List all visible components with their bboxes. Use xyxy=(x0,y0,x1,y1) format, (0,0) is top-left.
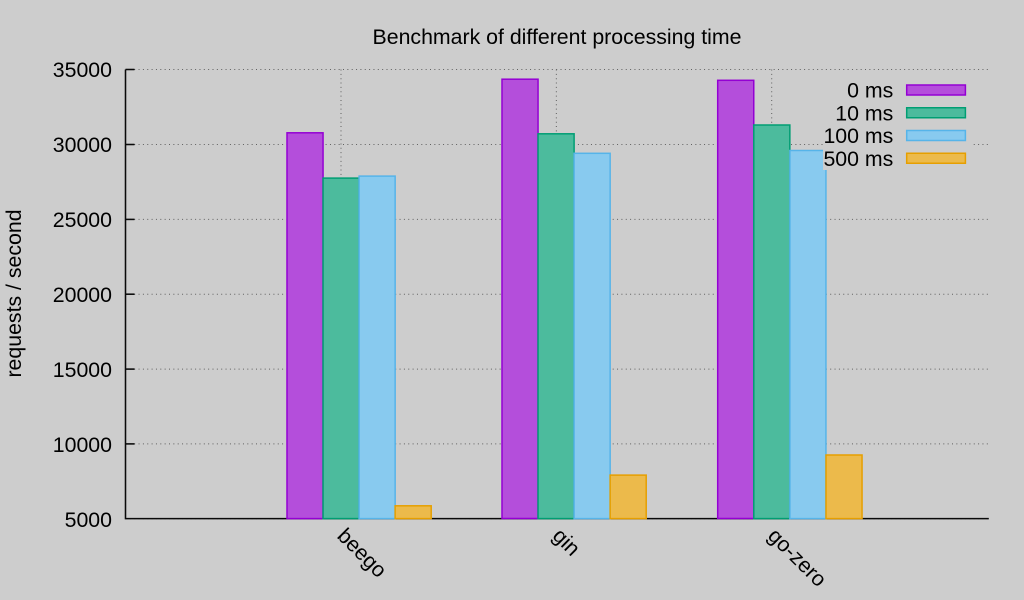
svg-text:25000: 25000 xyxy=(53,208,112,232)
svg-text:20000: 20000 xyxy=(53,283,112,307)
svg-text:10 ms: 10 ms xyxy=(835,101,893,125)
svg-text:requests / second: requests / second xyxy=(2,209,26,377)
svg-text:Benchmark of different process: Benchmark of different processing time xyxy=(373,25,742,49)
svg-text:5000: 5000 xyxy=(65,508,113,532)
svg-text:35000: 35000 xyxy=(53,58,112,82)
svg-text:10000: 10000 xyxy=(53,433,112,457)
svg-text:100 ms: 100 ms xyxy=(823,124,893,148)
svg-text:0 ms: 0 ms xyxy=(847,79,893,103)
svg-text:15000: 15000 xyxy=(53,358,112,382)
svg-text:500 ms: 500 ms xyxy=(823,147,893,171)
svg-text:30000: 30000 xyxy=(53,133,112,157)
